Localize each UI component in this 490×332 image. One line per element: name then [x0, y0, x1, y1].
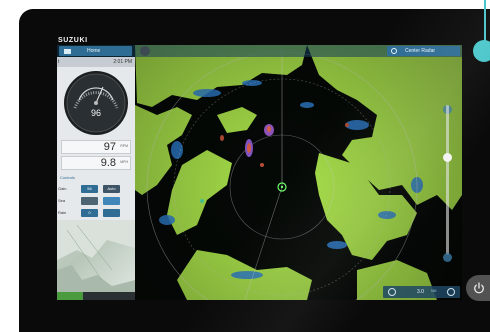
readout-rpm-value: 97 [103, 141, 116, 153]
panel-tab[interactable] [57, 292, 83, 300]
range-increase-button[interactable] [447, 288, 455, 296]
control-row-rain: Rain 0 [57, 208, 135, 218]
range-unit: NM [431, 289, 437, 293]
center-radar-button[interactable]: Center Radar [387, 46, 460, 56]
gear-icon[interactable] [140, 46, 150, 56]
range-decrease-button[interactable] [388, 288, 396, 296]
control-label: Gain [58, 186, 67, 191]
top-bar [57, 45, 462, 57]
readout-speed-unit: MPH [120, 160, 128, 164]
control-label: Rain [58, 210, 67, 215]
panel-header: t 2:01 PM [57, 57, 135, 67]
readout-rpm: 97 RPM [61, 140, 131, 154]
readout-speed-value: 9.8 [100, 157, 116, 169]
readout-rpm-unit: RPM [120, 144, 128, 148]
sea-value-button[interactable] [81, 197, 98, 205]
power-icon [474, 282, 484, 294]
range-control: 3.0 NM [383, 286, 460, 298]
home-button-label: Home [87, 48, 101, 54]
mini-chart[interactable] [57, 220, 135, 292]
brand-logo: SUZUKI [58, 37, 88, 44]
range-value: 3.0 [417, 289, 424, 295]
display-screen: Home Center Radar t 2:01 PM 96 97 RPM [57, 45, 462, 300]
readout-speed: 9.8 MPH [61, 156, 131, 170]
controls-section-label: Controls [60, 175, 75, 180]
gain-auto-button[interactable]: Auto [103, 185, 120, 193]
radar-display[interactable] [57, 45, 462, 300]
center-radar-label: Center Radar [405, 48, 436, 54]
clock-time: 2:01 PM [113, 59, 132, 65]
home-icon [64, 48, 71, 54]
gain-slider-handle[interactable] [443, 153, 452, 162]
power-button[interactable] [466, 275, 490, 301]
mini-chart-drawing [57, 220, 135, 292]
gauge: 96 [63, 70, 129, 136]
panel-header-mark: t [58, 59, 60, 65]
home-button[interactable]: Home [59, 46, 132, 56]
panel-tab[interactable] [109, 292, 135, 300]
control-row-gain: Gain 56 Auto [57, 184, 135, 194]
rain-value-button[interactable]: 0 [81, 209, 98, 217]
rain-auto-button[interactable] [103, 209, 120, 217]
control-label: Sea [58, 198, 66, 203]
gauge-dial [64, 71, 128, 135]
panel-tab[interactable] [83, 292, 109, 300]
zoom-out-icon[interactable] [443, 253, 452, 262]
center-radar-icon [391, 48, 397, 54]
sea-auto-button[interactable] [103, 197, 120, 205]
data-panel: t 2:01 PM 96 97 RPM 9.8 MPH Controls Gai… [57, 57, 135, 300]
gauge-value: 96 [90, 108, 101, 118]
panel-tabs [57, 292, 135, 300]
gain-slider-track[interactable] [446, 105, 449, 255]
callout-line [484, 0, 486, 52]
gain-value-button[interactable]: 56 [81, 185, 98, 193]
callout-marker [473, 40, 490, 62]
control-row-sea: Sea [57, 196, 135, 206]
